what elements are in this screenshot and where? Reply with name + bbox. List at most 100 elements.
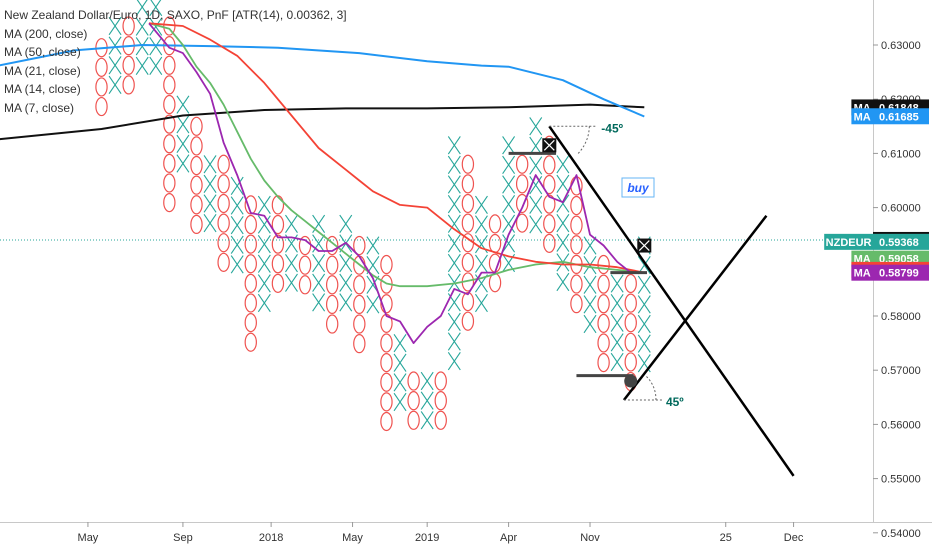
o-box: [570, 215, 583, 235]
legend-ma-7[interactable]: MA (7, close): [4, 100, 75, 115]
x-box: [230, 216, 244, 235]
o-box: [325, 255, 339, 275]
o-box: [488, 273, 502, 293]
x-box: [420, 411, 434, 430]
top-square-marker: [542, 138, 557, 153]
o-box: [461, 252, 475, 272]
x-box: [583, 275, 597, 294]
legend-title[interactable]: New Zealand Dollar/Euro, 1D, SAXO, PnF […: [4, 8, 347, 22]
o-box: [515, 193, 529, 214]
x-box-stroke: [447, 214, 461, 233]
x-box: [502, 214, 516, 233]
x-box: [529, 215, 543, 234]
up-trend-line: [622, 214, 768, 401]
o-box: [271, 195, 285, 215]
ma-14-line: [148, 22, 645, 274]
legend-ma-21[interactable]: MA (21, close): [4, 63, 81, 78]
o-box: [163, 114, 176, 134]
o-box: [597, 333, 610, 353]
x-box: [149, 17, 163, 36]
x-box: [475, 293, 488, 313]
x-box-stroke: [108, 16, 122, 36]
o-box: [624, 313, 637, 333]
o-box: [597, 274, 610, 294]
x-box: [176, 154, 190, 173]
down-trend-line: [548, 125, 795, 477]
o-box: [298, 275, 312, 295]
price-label-bg: [824, 233, 929, 250]
x-box-stroke: [393, 373, 407, 392]
x-box: [312, 293, 326, 312]
legend-ma-200[interactable]: MA (200, close): [4, 26, 88, 41]
x-box: [475, 195, 488, 215]
x-box: [339, 273, 353, 292]
o-box: [271, 254, 285, 274]
x-box-stroke: [285, 253, 298, 273]
o-box: [244, 293, 257, 313]
y-tick-label: 0.55000: [881, 474, 921, 486]
x-box-stroke: [149, 17, 163, 36]
x-box: [556, 155, 570, 174]
o-box: [353, 294, 366, 315]
x-box-stroke: [176, 115, 190, 134]
x-box-stroke: [203, 194, 217, 213]
x-box-stroke: [447, 312, 461, 331]
o-box: [163, 173, 176, 193]
x-box-stroke: [583, 295, 597, 314]
time-axis[interactable]: May Sep 2018 May 2019 Apr Nov 25 Dec: [78, 522, 804, 544]
o-box: [624, 332, 637, 352]
o-box: [380, 294, 393, 314]
x-box-stroke: [529, 117, 543, 136]
x-tick-label: 2018: [259, 532, 283, 544]
x-tick-label: Dec: [784, 532, 804, 544]
o-box: [515, 213, 529, 233]
x-box: [366, 295, 380, 314]
x-box-stroke: [475, 235, 488, 254]
x-box: [502, 136, 516, 155]
legend-ma-14[interactable]: MA (14, close): [4, 82, 81, 97]
legend-ma-50[interactable]: MA (50, close): [4, 45, 81, 60]
o-box: [570, 274, 583, 294]
x-box-stroke: [529, 176, 543, 195]
price-axis[interactable]: 0.630000.620000.610000.600000.590000.580…: [824, 40, 929, 540]
o-box: [217, 174, 230, 194]
o-box: [244, 273, 257, 293]
x-tick-label: Sep: [173, 532, 193, 544]
o-box: [434, 410, 447, 430]
x-box-stroke: [502, 234, 516, 253]
x-box-stroke: [583, 275, 597, 294]
o-box: [353, 314, 366, 334]
x-box: [135, 56, 149, 76]
x-box: [135, 17, 149, 36]
x-box-stroke: [257, 274, 271, 293]
x-box: [447, 214, 461, 233]
x-box-stroke: [447, 175, 461, 194]
x-box: [556, 174, 570, 193]
x-box-stroke: [502, 155, 516, 175]
x-box: [447, 351, 461, 371]
x-box: [502, 155, 516, 175]
x-tick-label: May: [342, 532, 363, 544]
o-box: [217, 193, 230, 214]
x-box-stroke: [393, 333, 407, 353]
price-label-bg: [851, 108, 929, 125]
x-box-stroke: [135, 17, 149, 36]
x-box-stroke: [447, 293, 461, 312]
x-box-stroke: [447, 136, 461, 155]
ma-7-line: [148, 22, 645, 344]
x-box-stroke: [285, 273, 298, 292]
x-box: [529, 136, 543, 156]
x-tick-label: 2019: [415, 532, 439, 544]
o-box: [434, 371, 447, 391]
x-box: [475, 254, 488, 273]
x-box: [583, 295, 597, 314]
x-box-stroke: [135, 56, 149, 76]
x-box-stroke: [149, 37, 163, 56]
price-label-bg: [851, 264, 929, 281]
x-box: [393, 353, 407, 372]
x-box-stroke: [502, 195, 516, 214]
x-box-stroke: [637, 334, 651, 353]
mid-square-cross: [638, 240, 650, 251]
